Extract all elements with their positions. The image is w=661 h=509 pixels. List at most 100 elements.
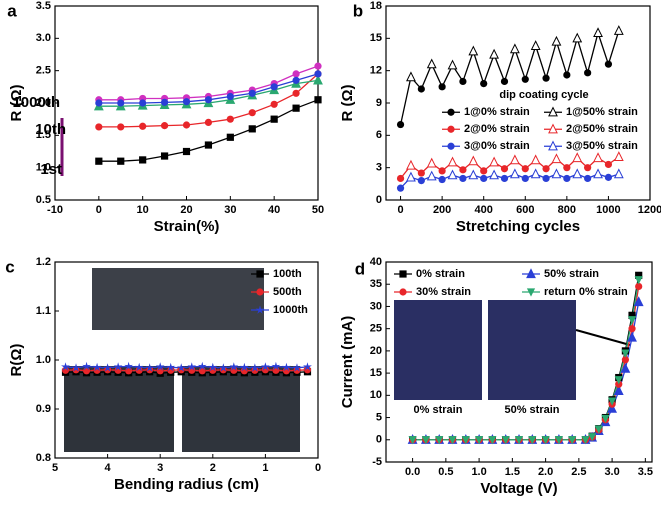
- annotation: 1st: [40, 161, 62, 178]
- data-point: [627, 331, 637, 342]
- data-point: [396, 174, 405, 183]
- data-point: [447, 156, 458, 167]
- y-tick-label: 1.1: [36, 305, 51, 317]
- legend-label: return 0% strain: [544, 286, 628, 298]
- data-point: [292, 76, 300, 84]
- y-tick-label: 0.8: [36, 452, 51, 464]
- y-tick-label: 0.9: [36, 403, 51, 415]
- data-point: [313, 74, 323, 85]
- data-point: [500, 174, 509, 183]
- y-tick-label: 1.0: [36, 162, 51, 174]
- arrow: [575, 329, 631, 346]
- data-point: [417, 169, 425, 177]
- x-tick-label: 50: [312, 204, 324, 216]
- data-point: [568, 436, 577, 445]
- x-tick-label: 400: [475, 204, 493, 216]
- x-tick-label: 800: [558, 204, 576, 216]
- plot-frame: [385, 261, 653, 463]
- legend-marker: [399, 288, 407, 296]
- y-tick-label: 0: [376, 194, 382, 206]
- series-line: [400, 156, 620, 179]
- y-axis-title: R (Ω): [339, 84, 356, 121]
- data-point: [270, 115, 278, 123]
- data-point: [135, 366, 143, 374]
- data-point: [521, 174, 529, 183]
- data-point: [124, 361, 133, 371]
- data-point: [614, 376, 623, 385]
- x-tick-label: 5: [52, 462, 58, 474]
- data-point: [95, 123, 103, 131]
- x-axis-title: Voltage (V): [480, 480, 557, 497]
- y-tick-label: 10: [370, 389, 382, 401]
- data-point: [113, 362, 123, 371]
- data-point: [488, 436, 497, 445]
- data-point: [187, 362, 197, 371]
- x-tick-label: 20: [180, 204, 192, 216]
- data-point: [563, 164, 571, 172]
- legend-marker: [447, 108, 455, 116]
- legend-label: 2@50% strain: [566, 123, 638, 135]
- y-tick-label: 0.5: [36, 194, 51, 206]
- data-point: [417, 177, 425, 185]
- x-tick-label: 10: [137, 204, 149, 216]
- data-point: [601, 414, 610, 424]
- data-point: [82, 367, 91, 375]
- data-point: [468, 155, 479, 166]
- data-point: [426, 170, 437, 181]
- photo: [92, 268, 264, 330]
- legend-label: 3@0% strain: [464, 140, 530, 152]
- series-line: [400, 173, 619, 189]
- data-point: [139, 122, 147, 130]
- data-point: [61, 362, 70, 371]
- data-point: [489, 156, 500, 167]
- data-point: [226, 133, 234, 141]
- data-point: [459, 174, 467, 183]
- legend-label: 3@50% strain: [566, 140, 638, 152]
- data-point: [93, 366, 101, 374]
- photo: [64, 366, 174, 452]
- data-point: [261, 366, 269, 374]
- data-point: [593, 152, 603, 163]
- data-point: [95, 99, 103, 107]
- data-point: [554, 436, 563, 445]
- data-point: [314, 70, 322, 78]
- legend-marker: [399, 270, 407, 278]
- data-point: [604, 160, 613, 169]
- data-point: [117, 99, 125, 107]
- data-point: [613, 385, 624, 395]
- data-point: [166, 362, 176, 372]
- data-point: [613, 25, 624, 35]
- data-point: [226, 92, 234, 101]
- legend-label: 1000th: [273, 304, 308, 316]
- x-tick-label: 3.5: [638, 466, 653, 478]
- data-point: [125, 367, 133, 375]
- data-point: [633, 296, 644, 307]
- data-point: [521, 165, 529, 173]
- photo: [488, 300, 576, 400]
- data-point: [514, 436, 524, 445]
- data-point: [198, 367, 206, 375]
- data-point: [621, 349, 630, 358]
- data-point: [248, 109, 256, 117]
- legend-title: dip coating cycle: [499, 89, 588, 101]
- y-tick-label: 30: [370, 300, 382, 312]
- data-point: [292, 70, 300, 78]
- x-tick-label: 2: [210, 462, 216, 474]
- data-point: [551, 35, 562, 46]
- data-point: [628, 311, 636, 319]
- y-tick-label: 20: [370, 345, 382, 357]
- data-point: [426, 58, 437, 69]
- data-point: [438, 175, 446, 184]
- legend-label: 30% strain: [416, 286, 471, 298]
- y-tick-label: 1.2: [36, 256, 51, 268]
- data-point: [489, 48, 500, 59]
- data-point: [182, 98, 191, 106]
- y-tick-label: 2.5: [36, 65, 51, 77]
- data-point: [209, 366, 217, 374]
- photo: [182, 366, 300, 452]
- x-tick-label: 0: [397, 204, 403, 216]
- x-tick-label: 3.0: [604, 466, 619, 478]
- data-point: [134, 362, 144, 372]
- data-point: [480, 167, 488, 175]
- data-point: [480, 80, 488, 88]
